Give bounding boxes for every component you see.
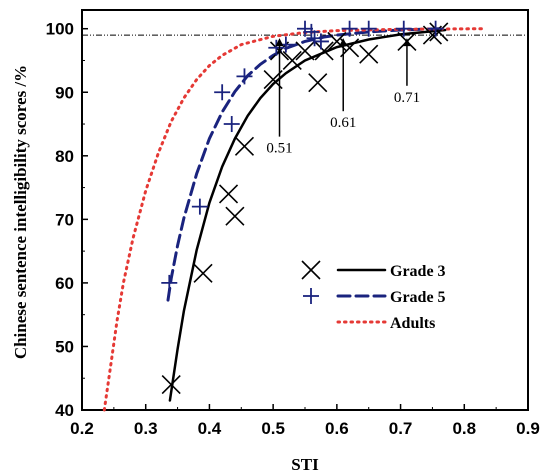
- fit-curve-grade-5: [166, 27, 441, 302]
- data-point: [303, 23, 320, 40]
- data-point: [341, 20, 358, 37]
- data-point: [225, 206, 245, 226]
- x-axis-title: STI: [291, 455, 319, 474]
- data-point: [314, 41, 334, 61]
- data-point-stroke: [193, 263, 213, 283]
- data-point: [312, 33, 329, 50]
- data-point: [359, 44, 379, 64]
- x-tick-label: 0.5: [261, 419, 285, 438]
- x-tick-label: 0.9: [516, 419, 540, 438]
- data-point: [193, 263, 213, 283]
- x-tick-label: 0.8: [452, 419, 476, 438]
- legend-marker: [303, 288, 319, 304]
- annotation-label: 0.61: [330, 115, 356, 131]
- x-tick-label: 0.4: [198, 419, 222, 438]
- legend-marker-stroke: [301, 260, 321, 280]
- data-point: [427, 20, 444, 37]
- x-tick-label: 0.3: [134, 419, 158, 438]
- data-point-stroke: [225, 206, 245, 226]
- y-tick-label: 100: [46, 20, 74, 39]
- data-point-stroke: [327, 31, 347, 51]
- data-point: [214, 84, 231, 101]
- data-point-stroke: [218, 184, 239, 204]
- annotation-label: 0.71: [394, 90, 420, 106]
- y-tick-label: 80: [55, 147, 74, 166]
- plot-frame: [81, 9, 529, 411]
- legend-label: Grade 3: [390, 263, 446, 280]
- annotation-arrowhead: [275, 38, 284, 47]
- data-point: [308, 73, 328, 93]
- data-point: [295, 41, 315, 61]
- data-point-stroke: [359, 44, 379, 64]
- data-point: [360, 20, 377, 37]
- data-point: [306, 30, 323, 47]
- data-point: [236, 68, 253, 85]
- annotation-label: 0.51: [266, 141, 292, 157]
- data-point-stroke: [308, 73, 328, 93]
- data-point: [429, 22, 449, 42]
- annotation-arrowhead: [339, 38, 348, 47]
- data-point-stroke: [314, 41, 334, 61]
- y-axis-title: Chinese sentence intelligibility scores …: [11, 65, 30, 359]
- data-point: [161, 375, 181, 395]
- annotation-arrowhead: [402, 38, 411, 47]
- fit-curve-adults: [102, 27, 485, 412]
- data-point: [297, 20, 313, 37]
- legend-label: Grade 5: [390, 289, 446, 306]
- data-point: [282, 50, 302, 71]
- data-point: [161, 274, 178, 291]
- data-point: [191, 198, 208, 215]
- y-tick-label: 60: [55, 274, 74, 293]
- data-point-stroke: [234, 136, 255, 156]
- data-point: [268, 39, 285, 56]
- data-point: [223, 116, 240, 133]
- legend-marker: [301, 260, 321, 280]
- y-tick-label: 40: [55, 401, 74, 420]
- data-point: [234, 136, 255, 156]
- data-point-stroke: [295, 41, 315, 61]
- x-tick-label: 0.2: [70, 419, 94, 438]
- y-tick-label: 70: [55, 210, 74, 229]
- data-point: [395, 20, 412, 37]
- data-point: [218, 184, 239, 204]
- data-point-stroke: [161, 375, 181, 395]
- data-point-stroke: [282, 50, 302, 71]
- fit-curve-grade-3: [168, 28, 447, 402]
- x-tick-label: 0.6: [325, 419, 349, 438]
- data-point-stroke: [429, 22, 449, 42]
- legend-label: Adults: [390, 315, 435, 332]
- x-tick-label: 0.7: [389, 419, 413, 438]
- y-tick-label: 90: [55, 83, 74, 102]
- y-tick-label: 50: [55, 337, 74, 356]
